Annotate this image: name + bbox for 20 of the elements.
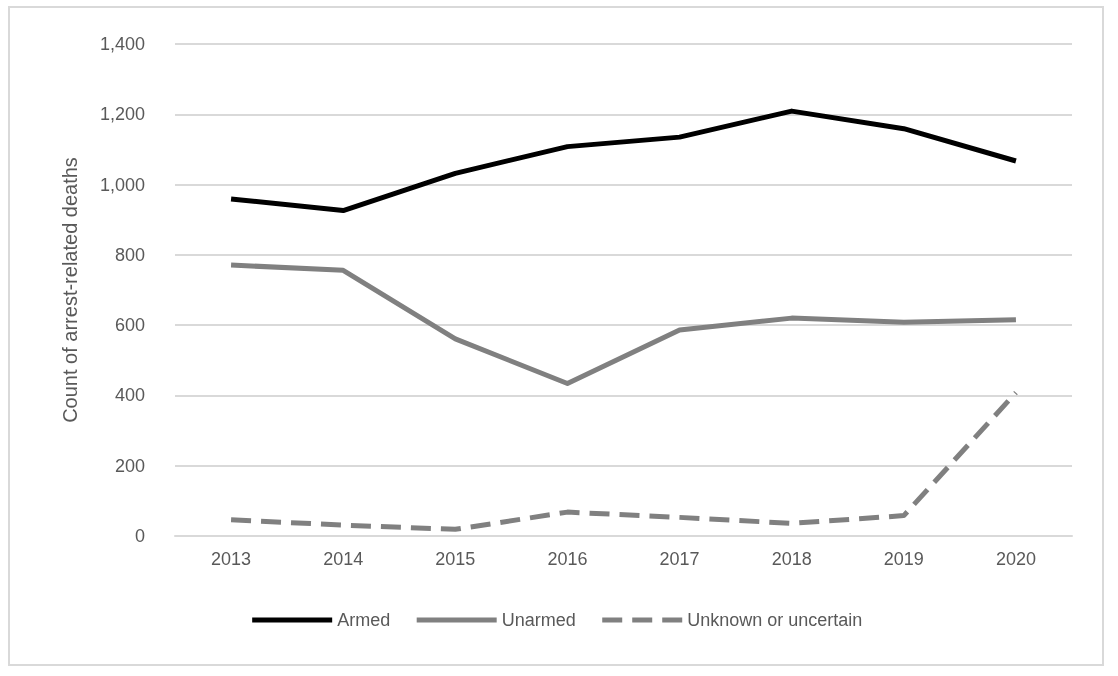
x-tick-label: 2020 (995, 549, 1036, 569)
y-tick-label: 1,400 (99, 34, 145, 54)
x-tick-label: 2018 (771, 549, 812, 569)
y-tick-label: 400 (114, 385, 145, 406)
x-tick-label: 2015 (435, 549, 476, 569)
y-tick-label: 1,000 (99, 174, 145, 195)
y-tick-label: 0 (134, 526, 145, 546)
y-axis-title: Count of arrest-related deaths (59, 157, 81, 423)
y-tick-label: 200 (114, 455, 145, 476)
legend-label: Armed (337, 610, 391, 630)
y-tick-label: 800 (114, 244, 145, 265)
x-tick-label: 2019 (883, 549, 924, 569)
y-tick-label: 600 (114, 315, 145, 336)
legend-label: Unknown or uncertain (687, 610, 863, 630)
x-tick-label: 2017 (659, 549, 700, 569)
x-tick-label: 2014 (323, 549, 364, 569)
x-tick-label: 2016 (547, 549, 588, 569)
legend-label: Unarmed (501, 610, 576, 630)
y-tick-label: 1,200 (99, 104, 145, 125)
x-tick-label: 2013 (211, 549, 252, 569)
